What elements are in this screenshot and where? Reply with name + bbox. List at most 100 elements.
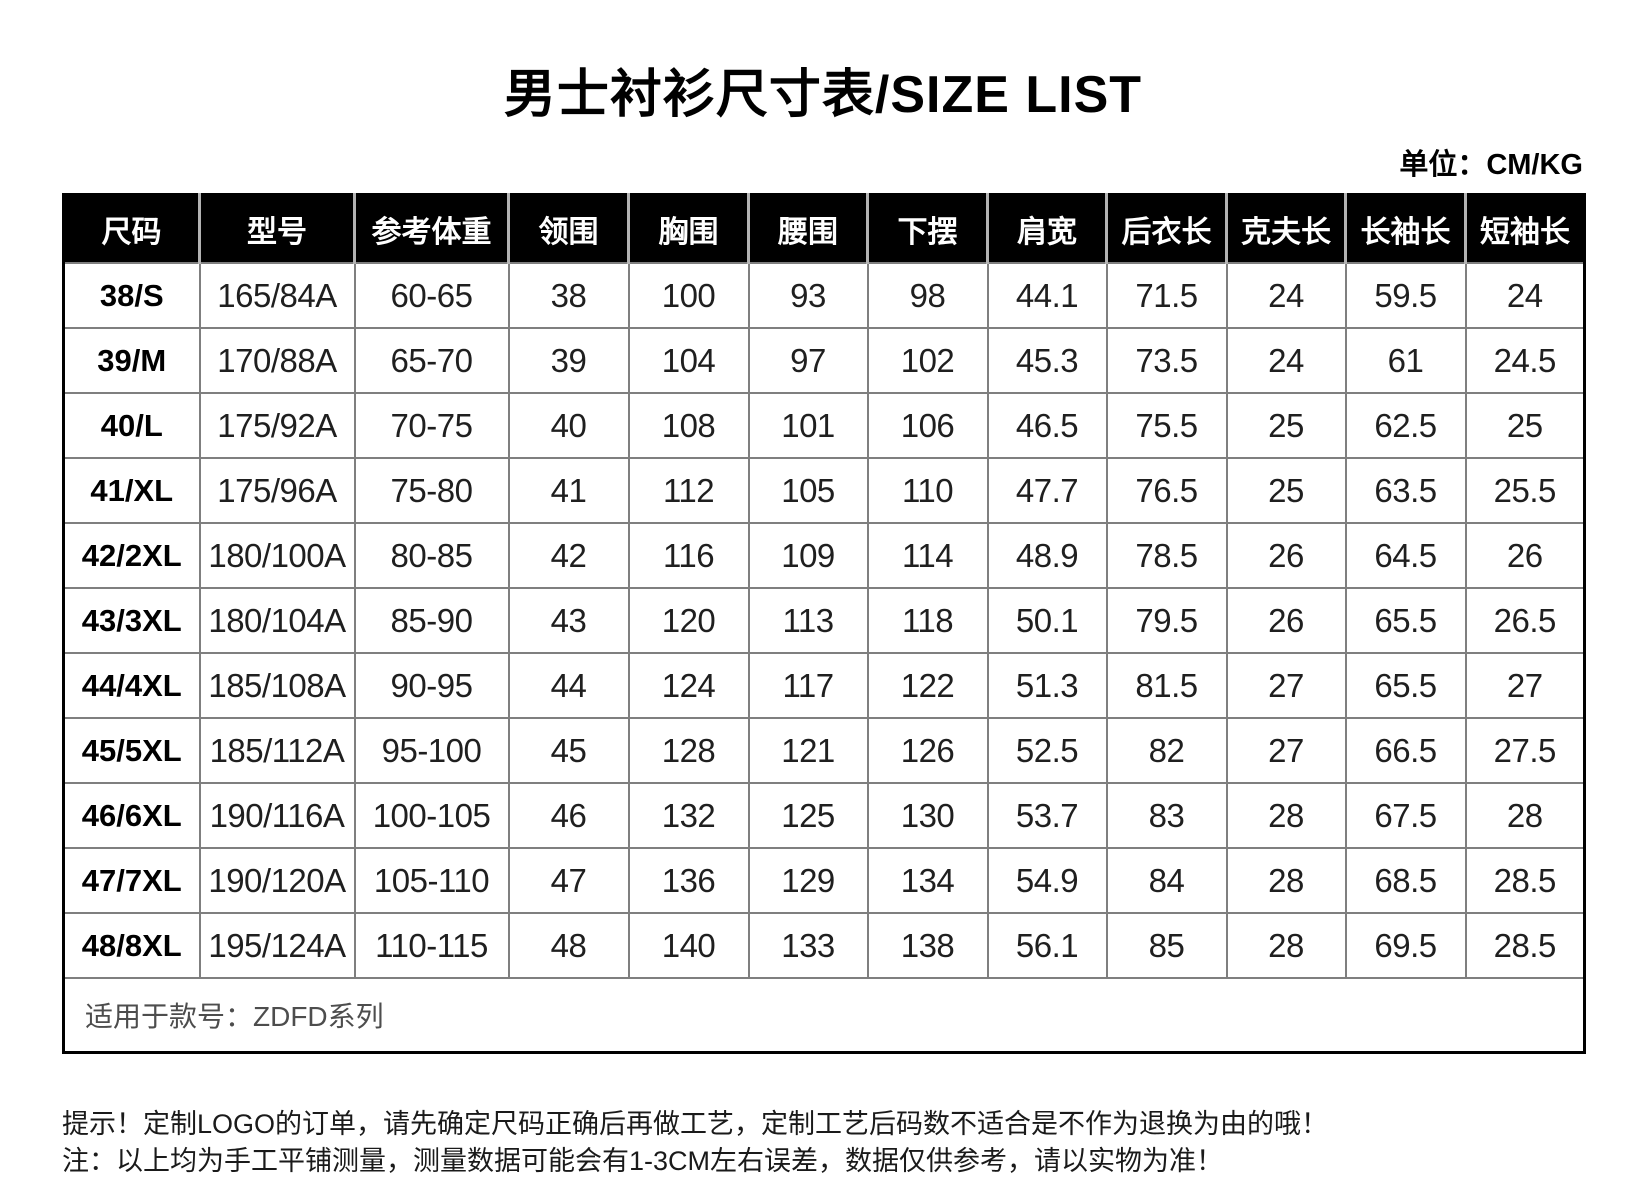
table-row: 44/4XL 185/108A 90-95 44 124 117 122 51.3 81.5 27… bbox=[62, 652, 1586, 719]
measurement-cell: 113 bbox=[747, 587, 869, 654]
measurement-cell: 116 bbox=[627, 522, 750, 589]
measurement-cell: 46.5 bbox=[986, 392, 1108, 459]
measurement-cell: 180/100A bbox=[198, 522, 356, 589]
measurement-cell: 84 bbox=[1105, 847, 1228, 914]
measurement-cell: 175/96A bbox=[198, 457, 356, 524]
measurement-cell: 65.5 bbox=[1344, 652, 1467, 719]
measurement-cell: 44 bbox=[507, 652, 630, 719]
measurement-cell: 138 bbox=[866, 912, 989, 979]
measurement-cell: 80-85 bbox=[353, 522, 510, 589]
table-row: 45/5XL 185/112A 95-100 45 128 121 126 52.5 82 27 6… bbox=[62, 717, 1586, 784]
table-footer: 适用于款号：ZDFD系列 bbox=[63, 977, 1585, 1053]
measurement-cell: 122 bbox=[866, 652, 989, 719]
measurement-cell: 175/92A bbox=[198, 392, 356, 459]
measurement-cell: 44.1 bbox=[986, 262, 1108, 329]
measurement-cell: 70-75 bbox=[353, 392, 510, 459]
note-line-2: 注：以上均为手工平铺测量，测量数据可能会有1-3CM左右误差，数据仅供参考，请以… bbox=[62, 1146, 1224, 1176]
measurement-cell: 25 bbox=[1225, 457, 1347, 524]
measurement-cell: 45 bbox=[507, 717, 630, 784]
measurement-cell: 185/112A bbox=[198, 717, 356, 784]
measurement-cell: 54.9 bbox=[986, 847, 1108, 914]
measurement-cell: 125 bbox=[747, 782, 869, 849]
measurement-cell: 59.5 bbox=[1344, 262, 1467, 329]
size-cell: 44/4XL bbox=[62, 652, 201, 719]
measurement-cell: 112 bbox=[627, 457, 750, 524]
table-body: 38/S 165/84A 60-65 38 100 93 98 44.1 71.5 24 59.5 2… bbox=[62, 262, 1586, 979]
measurement-cell: 26 bbox=[1225, 522, 1347, 589]
measurement-cell: 75.5 bbox=[1105, 392, 1228, 459]
size-cell: 41/XL bbox=[62, 457, 201, 524]
measurement-cell: 25 bbox=[1225, 392, 1347, 459]
column-header: 胸围 bbox=[627, 194, 749, 263]
measurement-cell: 62.5 bbox=[1344, 392, 1467, 459]
column-header: 肩宽 bbox=[986, 194, 1107, 263]
measurement-cell: 165/84A bbox=[198, 262, 356, 329]
size-cell: 48/8XL bbox=[62, 912, 201, 979]
measurement-cell: 27.5 bbox=[1464, 717, 1586, 784]
applicable-style-note: 适用于款号：ZDFD系列 bbox=[63, 977, 1585, 1053]
measurement-cell: 53.7 bbox=[986, 782, 1108, 849]
measurement-cell: 45.3 bbox=[986, 327, 1108, 394]
measurement-cell: 117 bbox=[747, 652, 869, 719]
measurement-cell: 24 bbox=[1225, 262, 1347, 329]
table-row: 47/7XL 190/120A 105-110 47 136 129 134 54.9 84 28… bbox=[62, 847, 1586, 914]
measurement-cell: 28 bbox=[1225, 782, 1347, 849]
measurement-cell: 25.5 bbox=[1464, 457, 1586, 524]
size-cell: 38/S bbox=[62, 262, 201, 329]
measurement-cell: 95-100 bbox=[353, 717, 510, 784]
measurement-cell: 27 bbox=[1225, 652, 1347, 719]
measurement-cell: 102 bbox=[866, 327, 989, 394]
measurement-cell: 26 bbox=[1225, 587, 1347, 654]
measurement-cell: 118 bbox=[866, 587, 989, 654]
table-row: 43/3XL 180/104A 85-90 43 120 113 118 50.1 79.5 26… bbox=[62, 587, 1586, 654]
measurement-cell: 104 bbox=[627, 327, 750, 394]
measurement-cell: 26.5 bbox=[1464, 587, 1586, 654]
header-row: 尺码 型号 参考体重 领围 胸围 腰围 下摆 肩宽 后衣长 克夫长 长袖长 短袖长 bbox=[63, 194, 1585, 263]
size-cell: 43/3XL bbox=[62, 587, 201, 654]
notes-block: 提示！定制LOGO的订单，请先确定尺码正确后再做工艺，定制工艺后码数不适合是不作… bbox=[62, 1106, 1646, 1180]
measurement-cell: 100-105 bbox=[353, 782, 510, 849]
table-header: 尺码 型号 参考体重 领围 胸围 腰围 下摆 肩宽 后衣长 克夫长 长袖长 短袖长 bbox=[63, 194, 1585, 263]
table-row: 46/6XL 190/116A 100-105 46 132 125 130 53.7 83 28… bbox=[62, 782, 1586, 849]
measurement-cell: 121 bbox=[747, 717, 869, 784]
measurement-cell: 129 bbox=[747, 847, 869, 914]
table-row: 39/M 170/88A 65-70 39 104 97 102 45.3 73.5 24 61 24… bbox=[62, 327, 1586, 394]
table-row: 40/L 175/92A 70-75 40 108 101 106 46.5 75.5 25 62.… bbox=[62, 392, 1586, 459]
column-header: 长袖长 bbox=[1344, 194, 1466, 263]
measurement-cell: 132 bbox=[627, 782, 750, 849]
measurement-cell: 28 bbox=[1225, 912, 1347, 979]
measurement-cell: 24.5 bbox=[1464, 327, 1586, 394]
measurement-cell: 128 bbox=[627, 717, 750, 784]
size-cell: 45/5XL bbox=[62, 717, 201, 784]
measurement-cell: 65.5 bbox=[1344, 587, 1467, 654]
measurement-cell: 60-65 bbox=[353, 262, 510, 329]
measurement-cell: 190/116A bbox=[198, 782, 356, 849]
measurement-cell: 63.5 bbox=[1344, 457, 1467, 524]
table-row: 41/XL 175/96A 75-80 41 112 105 110 47.7 76.5 25 63… bbox=[62, 457, 1586, 524]
column-header: 型号 bbox=[198, 194, 355, 263]
measurement-cell: 79.5 bbox=[1105, 587, 1228, 654]
measurement-cell: 41 bbox=[507, 457, 630, 524]
measurement-cell: 190/120A bbox=[198, 847, 356, 914]
measurement-cell: 24 bbox=[1225, 327, 1347, 394]
measurement-cell: 133 bbox=[747, 912, 869, 979]
measurement-cell: 100 bbox=[627, 262, 750, 329]
column-header: 短袖长 bbox=[1464, 194, 1585, 263]
measurement-cell: 101 bbox=[747, 392, 869, 459]
unit-label: 单位：CM/KG bbox=[1399, 149, 1583, 181]
size-table: 尺码 型号 参考体重 领围 胸围 腰围 下摆 肩宽 后衣长 克夫长 长袖长 短袖长 38/S 165/8… bbox=[62, 193, 1586, 1054]
measurement-cell: 52.5 bbox=[986, 717, 1108, 784]
measurement-cell: 40 bbox=[507, 392, 630, 459]
footer-row: 适用于款号：ZDFD系列 bbox=[63, 977, 1585, 1053]
column-header: 尺码 bbox=[63, 194, 200, 263]
measurement-cell: 28 bbox=[1464, 782, 1586, 849]
measurement-cell: 51.3 bbox=[986, 652, 1108, 719]
measurement-cell: 85 bbox=[1105, 912, 1228, 979]
measurement-cell: 28.5 bbox=[1464, 912, 1586, 979]
measurement-cell: 97 bbox=[747, 327, 869, 394]
measurement-cell: 78.5 bbox=[1105, 522, 1228, 589]
measurement-cell: 38 bbox=[507, 262, 630, 329]
measurement-cell: 64.5 bbox=[1344, 522, 1467, 589]
measurement-cell: 108 bbox=[627, 392, 750, 459]
